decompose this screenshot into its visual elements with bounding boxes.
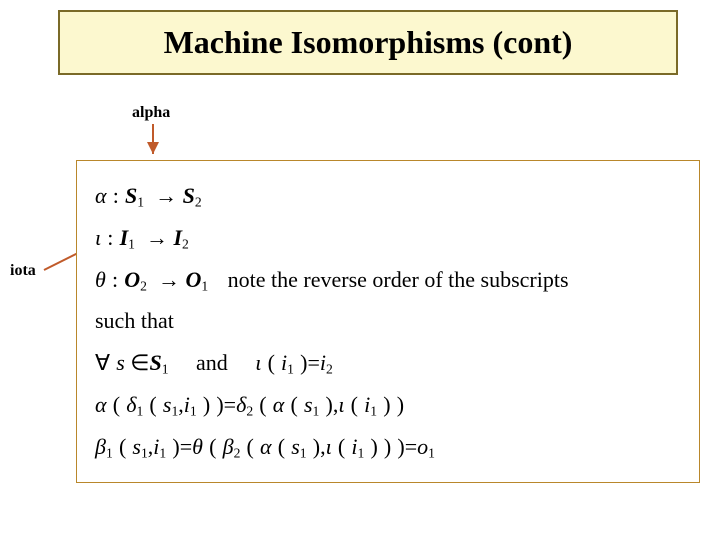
math-box: α:S1 → S2 ι:I1 → I2 θ:O2 → O1 note the r… bbox=[76, 160, 700, 483]
title-box: Machine Isomorphisms (cont) bbox=[58, 10, 678, 75]
math-line-7: β1(s1,i1)=θ(β2(α(s1),ι(i1)))=o1 bbox=[95, 426, 685, 468]
math-line-5: ∀s ∈S1 and ι(i1)=i2 bbox=[95, 342, 685, 384]
math-line-3: θ:O2 → O1 note the reverse order of the … bbox=[95, 259, 685, 301]
math-line-2: ι:I1 → I2 bbox=[95, 217, 685, 259]
label-iota: iota bbox=[10, 262, 36, 280]
page-title: Machine Isomorphisms (cont) bbox=[164, 24, 573, 60]
math-line-4: such that bbox=[95, 300, 685, 342]
math-line-1: α:S1 → S2 bbox=[95, 175, 685, 217]
label-alpha: alpha bbox=[132, 104, 170, 122]
note-text: note the reverse order of the subscripts bbox=[228, 267, 569, 292]
math-line-6: α(δ1(s1,i1))=δ2(α(s1),ι(i1)) bbox=[95, 384, 685, 426]
